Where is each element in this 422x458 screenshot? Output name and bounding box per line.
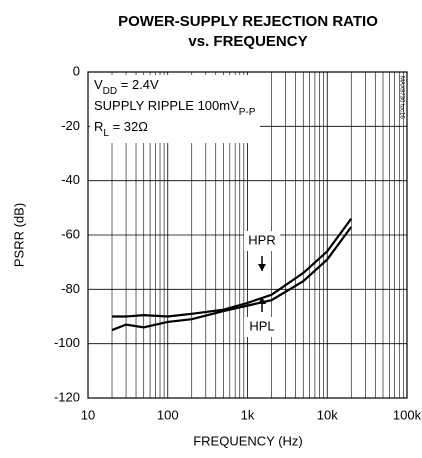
y-axis-label: PSRR (dB) [11, 203, 26, 267]
series-line [112, 218, 353, 318]
annotation: SUPPLY RIPPLE 100mVP-P [94, 98, 256, 118]
annotation-part: L [103, 128, 109, 139]
chart-title: POWER-SUPPLY REJECTION RATIO [118, 13, 378, 30]
series-line [111, 226, 353, 332]
legend-label: HPR [248, 232, 275, 247]
annotation-part: = 2.4V [117, 77, 159, 92]
annotation-part: P-P [239, 107, 256, 118]
label-bg [244, 317, 280, 337]
plot-frame [87, 71, 408, 399]
x-tick-label: 10k [317, 407, 338, 422]
annotation-part: = 32Ω [109, 119, 148, 134]
annotation: VDD = 2.4V [94, 77, 159, 97]
chart-title: vs. FREQUENCY [188, 33, 307, 50]
y-tick-label: 0 [73, 63, 80, 78]
legend-label: HPL [249, 318, 274, 333]
annotation-part: SUPPLY RIPPLE 100mV [94, 98, 239, 113]
annotation-bg [90, 75, 260, 143]
x-axis-label: FREQUENCY (Hz) [193, 433, 303, 448]
label-bg [244, 231, 280, 251]
y-tick-label: -20 [61, 118, 80, 133]
x-tick-label: 100 [157, 407, 179, 422]
annotation-part: DD [103, 86, 117, 97]
annotation-part: V [94, 77, 103, 92]
y-tick-label: -100 [54, 335, 80, 350]
arrow-head [258, 297, 266, 304]
x-tick-label: 100k [393, 407, 422, 422]
arrow-head [258, 264, 266, 271]
y-tick-label: -80 [61, 281, 80, 296]
annotation: RL = 32Ω [94, 119, 148, 139]
y-tick-label: -40 [61, 172, 80, 187]
x-tick-label: 10 [81, 407, 95, 422]
x-tick-label: 1k [241, 407, 255, 422]
side-note: MAX9730 toc16 [398, 76, 404, 119]
annotation-part: R [94, 119, 103, 134]
y-tick-label: -60 [61, 226, 80, 241]
y-tick-label: -120 [54, 389, 80, 404]
